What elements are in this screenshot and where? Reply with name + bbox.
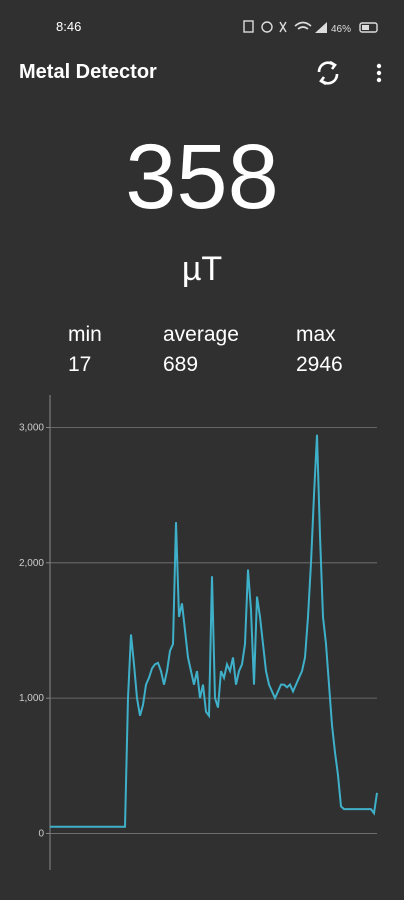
data-line xyxy=(50,434,378,828)
stat-value: 17 xyxy=(68,353,92,376)
status-battery: 46% xyxy=(331,24,351,35)
reading-value: 358 xyxy=(125,126,279,228)
stat-label: average xyxy=(163,323,239,346)
status-icons: 46% xyxy=(243,20,378,35)
y-tick-label: 3,000 xyxy=(19,422,44,433)
stat-label: min xyxy=(68,323,102,346)
stat-value: 689 xyxy=(163,353,199,376)
stat-value: 2946 xyxy=(296,353,343,376)
y-tick-label: 1,000 xyxy=(19,693,44,704)
app-title: Metal Detector xyxy=(19,61,157,83)
y-tick-label: 2,000 xyxy=(19,558,44,569)
stat-label: max xyxy=(296,323,336,346)
reading-unit: µT xyxy=(181,250,223,288)
app-actions xyxy=(317,60,382,86)
status-time: 8:46 xyxy=(56,19,82,34)
menu-button[interactable] xyxy=(376,63,382,83)
y-tick-label: 0 xyxy=(38,828,44,839)
refresh-button[interactable] xyxy=(317,60,339,86)
